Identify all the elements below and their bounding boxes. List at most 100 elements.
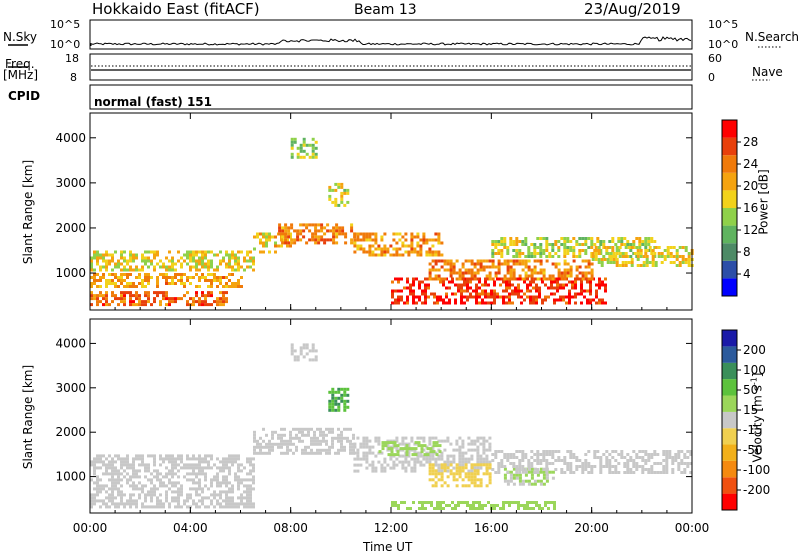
echo-cell bbox=[654, 246, 658, 249]
echo-cell bbox=[488, 445, 492, 449]
echo-cell bbox=[265, 244, 268, 248]
velocity-colorbar-tick-label: -15 bbox=[743, 423, 763, 437]
echo-cell bbox=[90, 496, 93, 500]
echo-cell bbox=[219, 259, 222, 263]
echo-cell bbox=[338, 229, 342, 233]
echo-cell bbox=[147, 294, 150, 298]
echo-cell bbox=[536, 246, 540, 249]
velocity-colorbar-tick-label: -50 bbox=[743, 443, 763, 457]
echo-cell bbox=[132, 463, 135, 467]
echo-cell bbox=[434, 253, 438, 257]
echo-cell bbox=[431, 277, 435, 281]
echo-cell bbox=[524, 453, 528, 456]
echo-cell bbox=[538, 504, 541, 507]
echo-cell bbox=[521, 259, 525, 263]
echo-cell bbox=[329, 229, 333, 233]
echo-cell bbox=[434, 259, 438, 263]
echo-cell bbox=[331, 439, 334, 443]
echo-cell bbox=[554, 252, 558, 255]
echo-cell bbox=[123, 463, 126, 467]
echo-cell bbox=[114, 502, 117, 506]
echo-cell bbox=[437, 454, 441, 458]
velocity-colorbar-frame bbox=[721, 329, 738, 511]
echo-cell bbox=[380, 469, 384, 473]
echo-cell bbox=[135, 487, 138, 491]
echo-cell bbox=[337, 451, 340, 455]
power-colorbar-swatch bbox=[722, 243, 737, 261]
echo-cell bbox=[511, 283, 514, 287]
echo-cell bbox=[424, 298, 427, 302]
echo-cell bbox=[545, 476, 549, 480]
echo-cell bbox=[383, 460, 387, 464]
echo-cell bbox=[141, 454, 144, 458]
echo-cell bbox=[331, 430, 334, 434]
echo-cell bbox=[407, 451, 411, 455]
echo-cell bbox=[265, 232, 268, 236]
echo-cell bbox=[491, 277, 495, 281]
echo-cell bbox=[356, 247, 360, 251]
echo-cell bbox=[452, 472, 456, 476]
echo-cell bbox=[460, 301, 463, 305]
echo-cell bbox=[455, 442, 459, 446]
echo-cell bbox=[123, 273, 126, 276]
echo-cell bbox=[446, 262, 450, 266]
echo-cell bbox=[554, 265, 558, 269]
echo-cell bbox=[530, 252, 534, 255]
echo-cell bbox=[180, 505, 183, 509]
echo-cell bbox=[623, 456, 627, 459]
echo-cell bbox=[225, 300, 228, 304]
echo-cell bbox=[228, 259, 231, 263]
echo-cell bbox=[198, 472, 201, 476]
echo-cell bbox=[231, 268, 234, 272]
echo-cell bbox=[117, 297, 120, 301]
echo-cell bbox=[485, 457, 489, 461]
echo-cell bbox=[195, 294, 198, 298]
echo-cell bbox=[452, 265, 456, 269]
echo-cell bbox=[249, 460, 252, 464]
echo-cell bbox=[473, 475, 477, 479]
echo-cell bbox=[470, 481, 474, 485]
echo-cell bbox=[210, 285, 213, 288]
echo-cell bbox=[114, 265, 117, 269]
echo-cell bbox=[476, 466, 480, 470]
echo-cell bbox=[476, 436, 480, 440]
echo-cell bbox=[548, 274, 552, 278]
echo-cell bbox=[171, 300, 174, 304]
echo-cell bbox=[144, 484, 147, 488]
echo-cell bbox=[225, 475, 228, 479]
echo-cell bbox=[353, 442, 357, 446]
echo-cell bbox=[144, 303, 147, 307]
echo-cell bbox=[120, 490, 123, 494]
echo-cell bbox=[400, 298, 403, 302]
echo-cell bbox=[425, 457, 429, 461]
echo-cell bbox=[314, 241, 318, 245]
echo-cell bbox=[295, 445, 298, 449]
echo-cell bbox=[171, 472, 174, 476]
echo-cell bbox=[536, 479, 540, 483]
echo-cell bbox=[583, 289, 586, 293]
echo-cell bbox=[475, 292, 478, 296]
echo-cell bbox=[281, 229, 285, 233]
echo-cell bbox=[464, 457, 468, 461]
echo-cell bbox=[680, 459, 684, 462]
echo-cell bbox=[265, 238, 268, 242]
echo-cell bbox=[99, 294, 102, 298]
echo-cell bbox=[617, 462, 621, 465]
echo-cell bbox=[108, 478, 111, 482]
echo-cell bbox=[111, 273, 114, 276]
echo-cell bbox=[627, 261, 631, 264]
echo-cell bbox=[527, 268, 531, 272]
echo-cell bbox=[192, 472, 195, 476]
echo-cell bbox=[536, 252, 540, 255]
echo-cell bbox=[577, 277, 580, 281]
echo-cell bbox=[557, 456, 561, 459]
echo-cell bbox=[493, 289, 496, 293]
echo-cell bbox=[219, 303, 222, 307]
echo-cell bbox=[114, 469, 117, 473]
echo-cell bbox=[566, 237, 570, 240]
echo-cell bbox=[677, 456, 681, 459]
echo-cell bbox=[329, 238, 333, 242]
echo-cell bbox=[467, 271, 471, 275]
echo-cell bbox=[189, 259, 192, 263]
echo-cell bbox=[102, 273, 105, 276]
